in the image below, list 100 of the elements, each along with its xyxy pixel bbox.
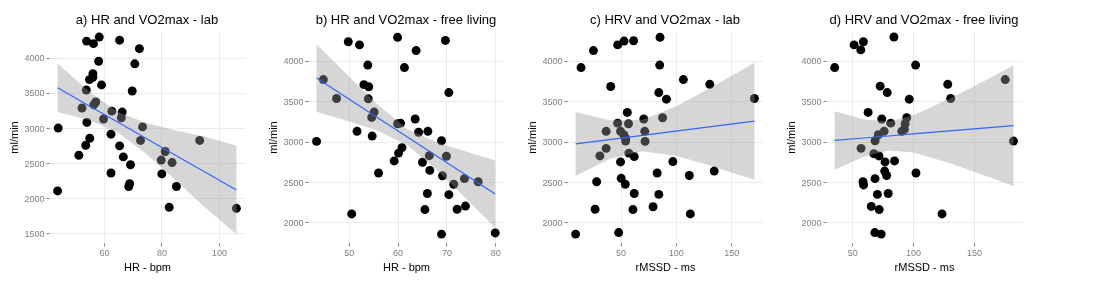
x-tick-label: 100 <box>211 247 227 258</box>
y-axis-title: ml/min <box>8 121 21 154</box>
point <box>411 46 421 56</box>
point <box>355 40 364 50</box>
point <box>875 81 885 91</box>
point <box>444 190 454 200</box>
point <box>654 189 664 199</box>
point <box>911 60 921 70</box>
point <box>705 79 715 89</box>
point <box>866 201 876 211</box>
point <box>889 32 899 42</box>
point <box>167 158 177 168</box>
point <box>856 143 866 153</box>
point <box>870 174 880 184</box>
point <box>164 202 174 212</box>
point <box>830 63 840 73</box>
point <box>81 85 91 95</box>
point <box>437 229 446 239</box>
x-tick-label: 100 <box>906 247 922 258</box>
point <box>115 141 125 151</box>
point <box>883 189 893 198</box>
point <box>82 118 92 127</box>
point <box>449 179 459 189</box>
point <box>606 82 616 91</box>
x-axis-title: rMSSD - ms <box>894 260 955 273</box>
point <box>81 140 91 150</box>
point <box>661 94 671 104</box>
y-tick-label: 4000 <box>801 56 822 67</box>
point <box>126 160 135 170</box>
x-tick-label: 60 <box>99 247 110 258</box>
point <box>195 135 205 145</box>
chart-title: b) HR and VO2max - free living <box>315 12 497 27</box>
point <box>394 148 404 158</box>
point <box>459 174 469 184</box>
point <box>876 229 886 239</box>
point <box>622 107 632 117</box>
point <box>880 157 890 167</box>
point <box>171 182 181 191</box>
x-tick-label: 60 <box>393 247 404 258</box>
point <box>99 114 108 124</box>
point <box>420 205 430 215</box>
point <box>655 60 665 70</box>
point <box>684 171 694 180</box>
point <box>364 82 374 92</box>
point <box>882 88 892 97</box>
point <box>312 136 322 146</box>
point <box>655 32 665 42</box>
point <box>1009 136 1018 146</box>
point <box>601 126 611 136</box>
point <box>648 202 658 212</box>
point <box>367 131 377 141</box>
point <box>620 179 630 189</box>
y-tick-label: 3000 <box>283 137 304 148</box>
point <box>490 228 500 238</box>
point <box>89 39 98 49</box>
point <box>460 201 470 211</box>
point <box>106 129 116 139</box>
y-tick-label: 1500 <box>24 228 45 239</box>
point <box>886 118 896 128</box>
point <box>77 103 87 113</box>
point <box>911 168 921 178</box>
point <box>347 209 357 219</box>
point <box>418 157 427 167</box>
point <box>709 166 719 176</box>
point <box>74 150 84 160</box>
point <box>943 79 953 89</box>
point <box>399 63 409 73</box>
y-tick-label: 2000 <box>24 193 45 204</box>
point <box>130 59 140 69</box>
point <box>116 113 126 123</box>
point <box>231 203 241 213</box>
point <box>422 189 432 198</box>
x-tick-label: 50 <box>344 247 355 258</box>
point <box>363 94 373 104</box>
x-tick-label: 80 <box>156 247 167 258</box>
point <box>849 40 859 50</box>
point <box>393 32 403 42</box>
y-tick-label: 4000 <box>24 53 45 64</box>
point <box>678 75 688 84</box>
y-tick-label: 3500 <box>542 96 563 107</box>
point <box>94 32 104 42</box>
point <box>441 151 451 161</box>
x-tick-label: 70 <box>441 247 452 258</box>
point <box>156 155 166 165</box>
point <box>640 136 650 146</box>
y-tick-label: 2500 <box>542 177 563 188</box>
y-tick-label: 2500 <box>24 158 45 169</box>
x-tick-label: 50 <box>616 247 627 258</box>
point <box>858 37 868 47</box>
point <box>53 186 63 196</box>
point <box>389 156 399 166</box>
x-tick-label: 80 <box>490 247 501 258</box>
line-series <box>57 87 237 191</box>
y-tick-label: 3000 <box>542 137 563 148</box>
point <box>576 63 586 73</box>
y-tick-label: 2500 <box>801 177 822 188</box>
point <box>856 45 866 55</box>
point <box>904 94 914 104</box>
point <box>1000 75 1010 84</box>
point <box>343 37 353 47</box>
